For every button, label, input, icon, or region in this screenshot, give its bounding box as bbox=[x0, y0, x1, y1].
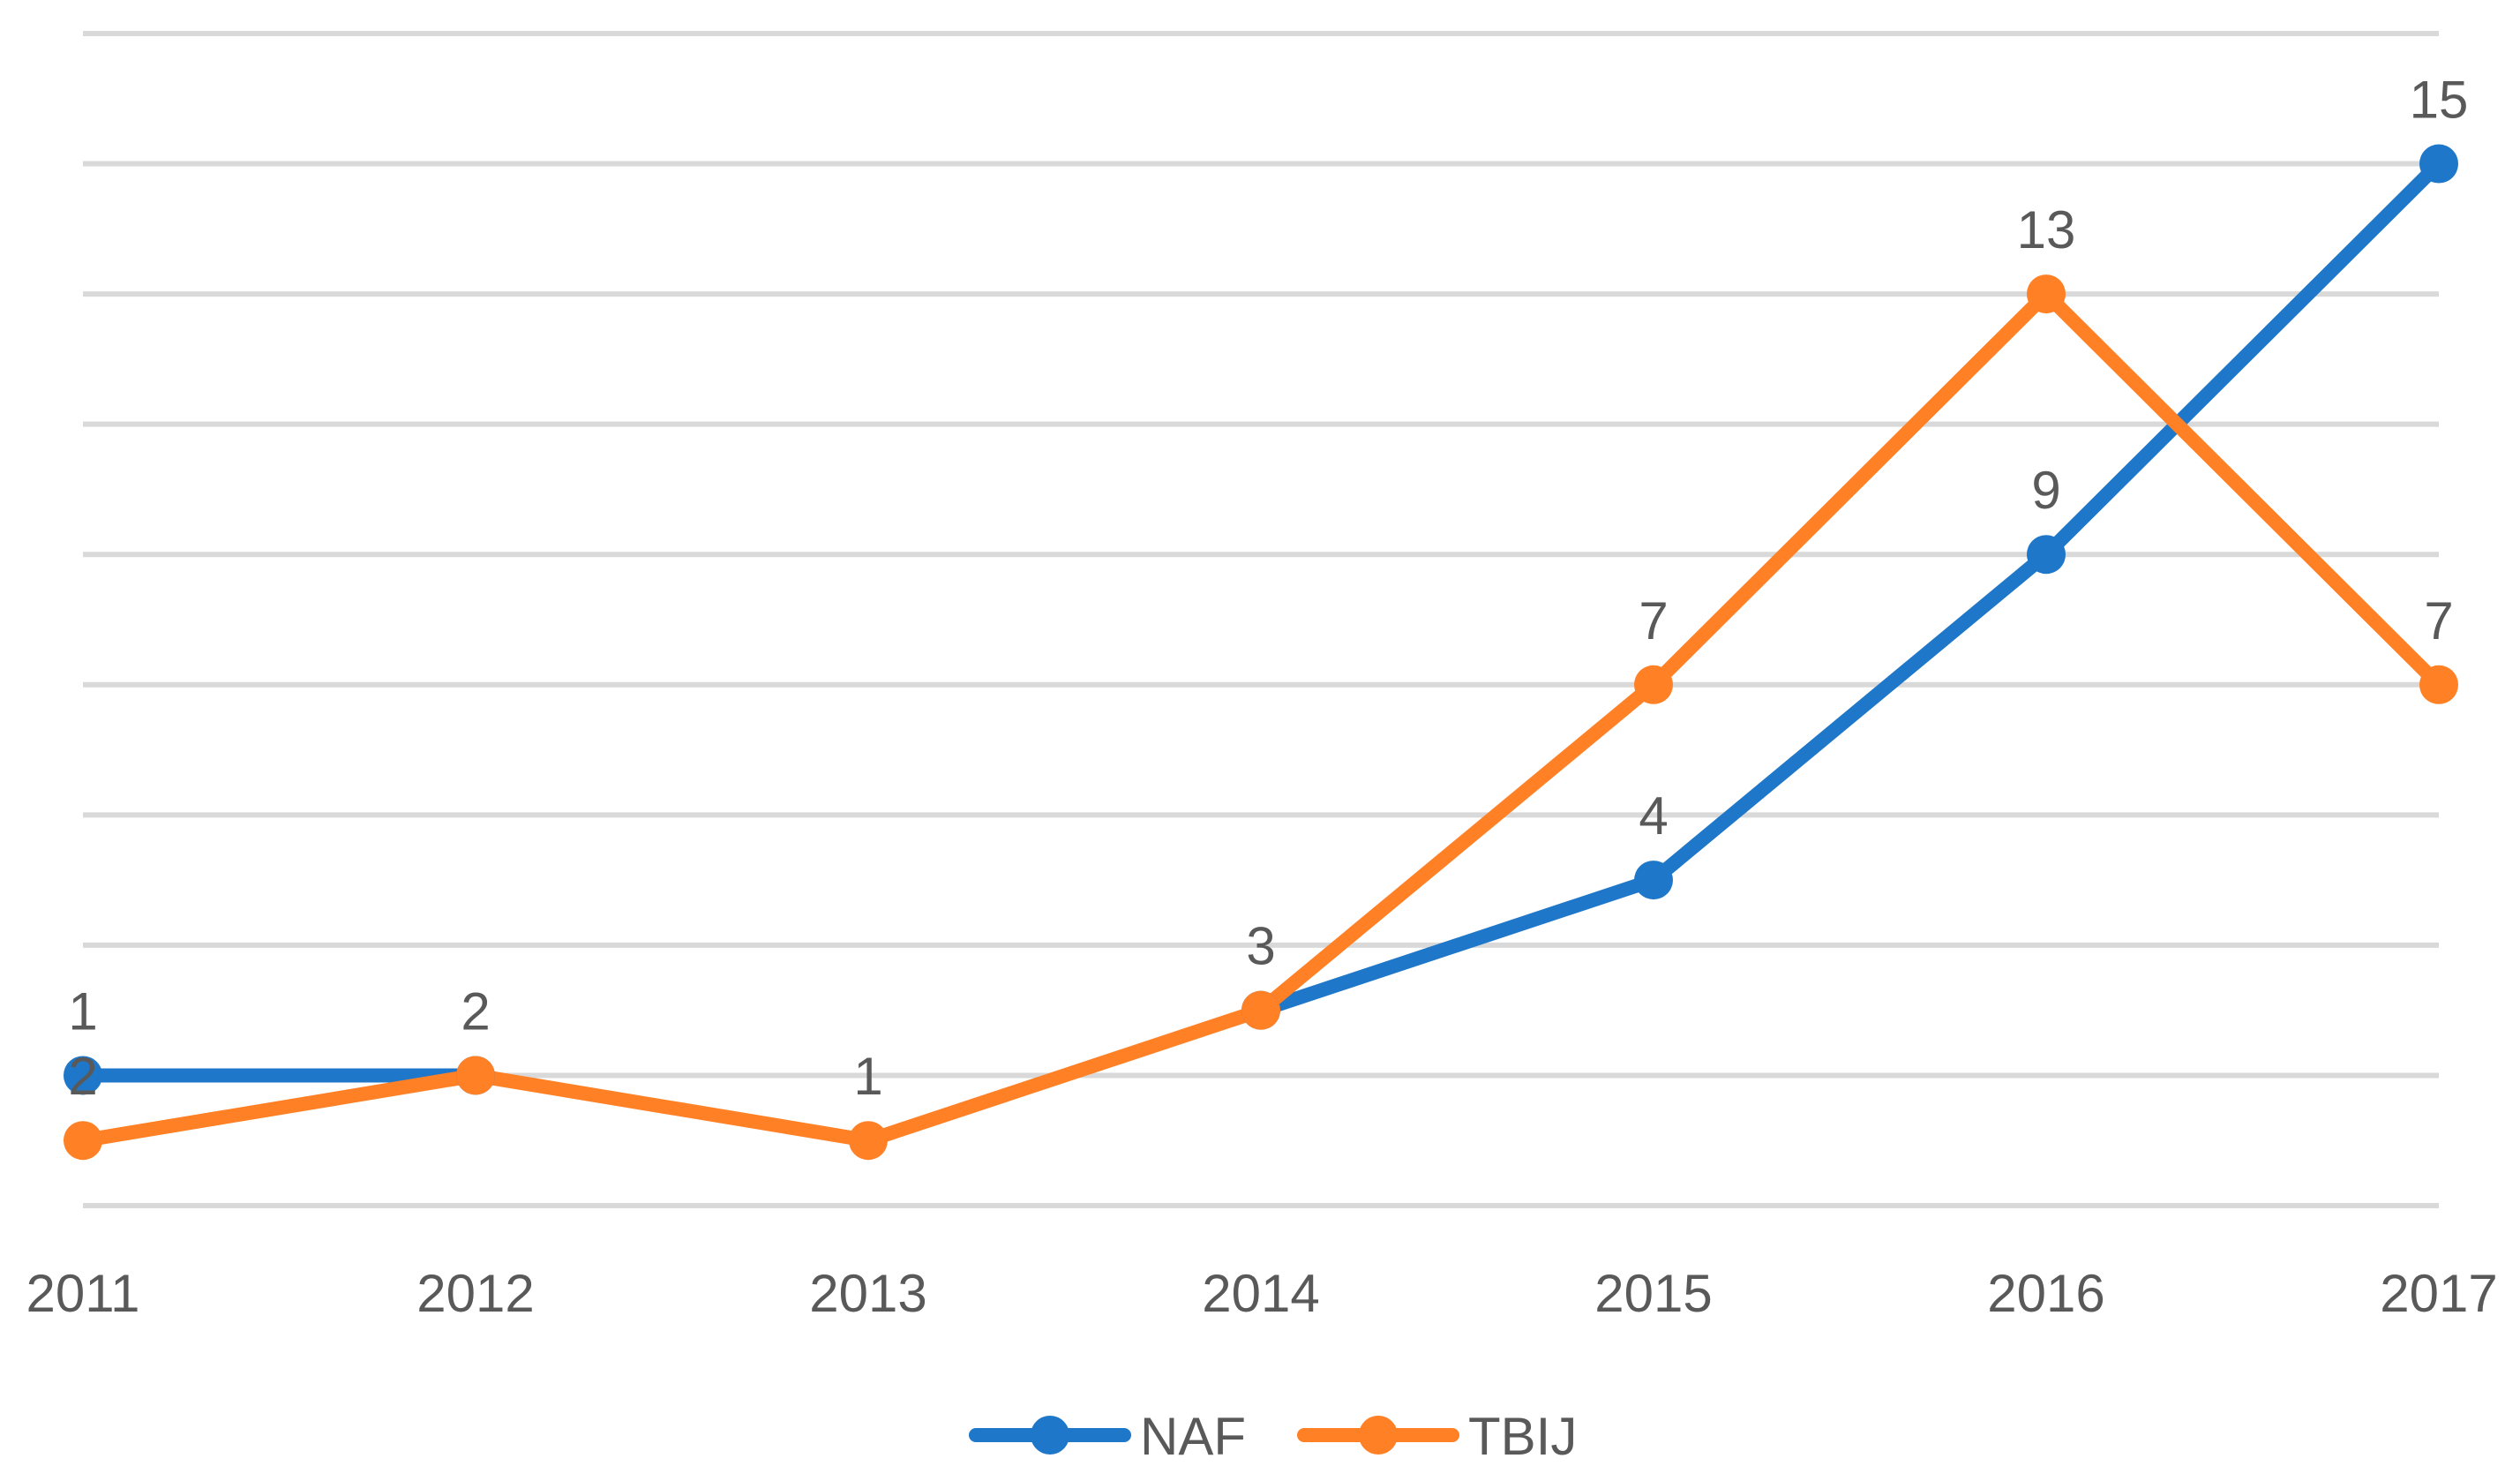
series-line-naf bbox=[1254, 156, 2446, 1018]
data-point-tbij bbox=[1634, 665, 1673, 704]
data-label-naf: 1 bbox=[68, 981, 97, 1041]
data-label-naf: 4 bbox=[1639, 786, 1668, 846]
x-tick-label: 2013 bbox=[809, 1264, 926, 1323]
data-label-tbij: 3 bbox=[1246, 917, 1275, 976]
legend-marker-naf bbox=[1031, 1416, 1069, 1455]
data-point-tbij bbox=[1241, 990, 1280, 1030]
data-label-naf: 9 bbox=[2031, 461, 2060, 520]
x-tick-label: 2011 bbox=[26, 1264, 139, 1323]
data-label-tbij: 7 bbox=[2424, 591, 2453, 650]
data-label-tbij: 1 bbox=[853, 1047, 882, 1106]
x-tick-label: 2017 bbox=[2380, 1264, 2497, 1323]
data-label-tbij: 2 bbox=[68, 1047, 97, 1106]
legend: NAF TBIJ bbox=[969, 1407, 1577, 1466]
legend-label-tbij: TBIJ bbox=[1468, 1407, 1577, 1466]
data-point-naf bbox=[2419, 144, 2458, 184]
data-point-tbij bbox=[456, 1056, 495, 1095]
data-point-tbij bbox=[849, 1121, 888, 1161]
data-label-tbij: 2 bbox=[461, 981, 490, 1041]
data-point-tbij bbox=[2027, 274, 2066, 314]
data-point-naf bbox=[1634, 861, 1673, 900]
x-tick-label: 2014 bbox=[1202, 1264, 1319, 1323]
legend-marker-tbij bbox=[1359, 1416, 1398, 1455]
gridlines bbox=[83, 31, 2439, 1208]
series-markers bbox=[64, 144, 2458, 1161]
legend-label-naf: NAF bbox=[1140, 1407, 1246, 1466]
x-tick-label: 2015 bbox=[1594, 1264, 1712, 1323]
data-label-naf: 15 bbox=[2410, 71, 2469, 130]
data-point-tbij bbox=[64, 1121, 102, 1161]
x-tick-label: 2012 bbox=[416, 1264, 534, 1323]
x-tick-label: 2016 bbox=[1987, 1264, 2104, 1323]
x-axis-tick-labels: 2011 2012 2013 2014 2015 2016 2017 bbox=[26, 1264, 2497, 1323]
data-label-tbij: 7 bbox=[1639, 591, 1668, 650]
data-point-tbij bbox=[2419, 665, 2458, 704]
data-point-naf bbox=[64, 1056, 102, 1095]
data-point-naf bbox=[2027, 535, 2066, 575]
data-label-tbij: 13 bbox=[2017, 200, 2076, 259]
